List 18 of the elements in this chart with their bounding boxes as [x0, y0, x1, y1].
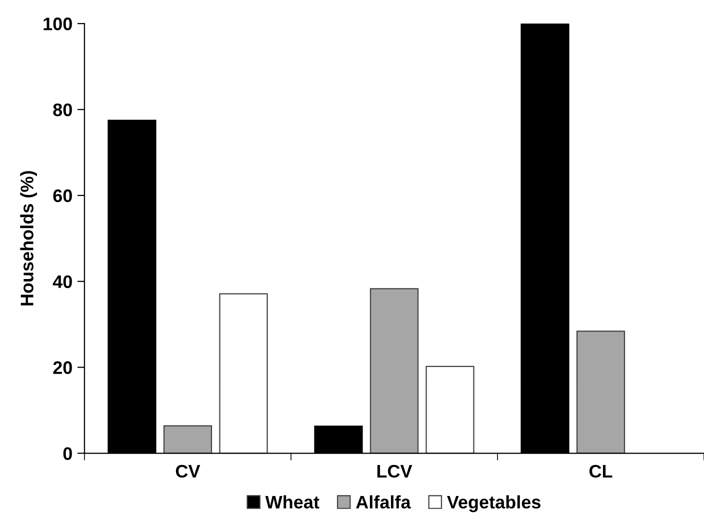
x-tick-label: CV [176, 464, 200, 478]
x-tick-label: CL [589, 464, 612, 478]
legend-label: Alfalfa [356, 495, 411, 509]
x-tick-label: LCV [377, 464, 412, 478]
y-tick-label: 40 [52, 275, 72, 288]
y-tick-label: 0 [63, 447, 72, 460]
bar [576, 330, 626, 454]
bar [219, 293, 268, 454]
y-tick-label: 80 [53, 103, 72, 116]
y-axis-title: Households (%) [20, 171, 37, 306]
legend-label: Wheat [265, 495, 320, 509]
y-tick-label: 20 [53, 361, 72, 374]
bar [163, 425, 212, 454]
y-tick-label: 60 [53, 189, 72, 202]
y-tick-label: 100 [44, 18, 72, 30]
legend-label: Vegetables [447, 495, 540, 512]
bar [370, 288, 419, 454]
bar [426, 366, 474, 454]
